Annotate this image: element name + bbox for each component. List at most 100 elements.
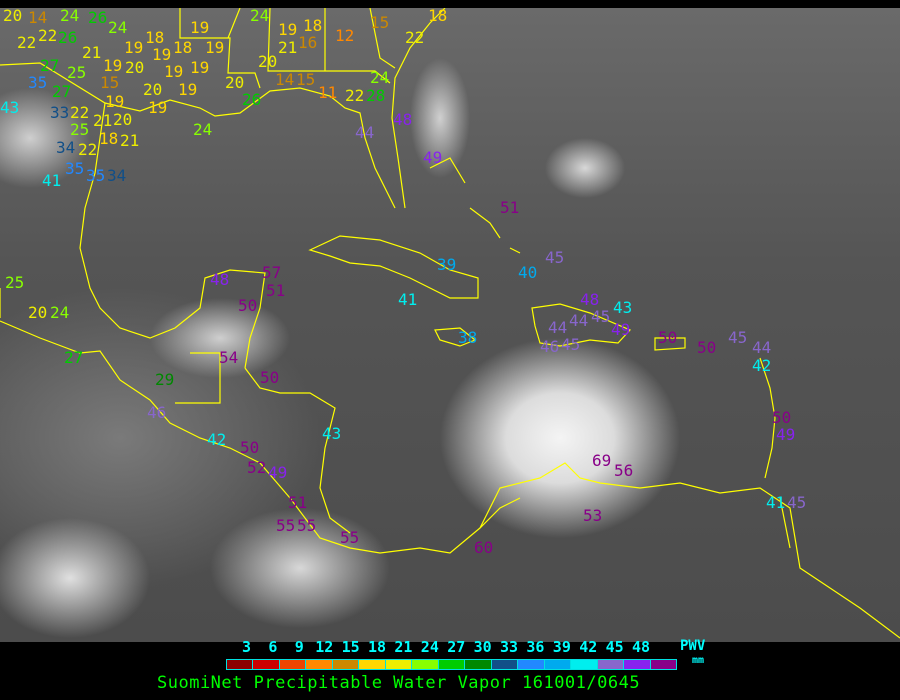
south-america-coast bbox=[479, 462, 900, 639]
legend-color-swatch bbox=[253, 660, 280, 669]
legend-tick: 48 bbox=[632, 638, 651, 656]
station-pwv-value: 35 bbox=[65, 159, 85, 178]
station-pwv-value: 19 bbox=[190, 18, 210, 37]
legend-tick: 30 bbox=[473, 638, 492, 656]
station-pwv-value: 14 bbox=[275, 70, 295, 89]
station-pwv-value: 52 bbox=[247, 458, 267, 477]
legend-tick: 45 bbox=[605, 638, 624, 656]
legend-tick: 27 bbox=[447, 638, 466, 656]
legend-tick: 33 bbox=[500, 638, 519, 656]
station-pwv-value: 25 bbox=[67, 63, 87, 82]
station-pwv-value: 24 bbox=[370, 68, 390, 87]
station-pwv-value: 19 bbox=[205, 38, 225, 57]
bahamas bbox=[429, 157, 521, 254]
station-pwv-value: 41 bbox=[42, 171, 62, 190]
legend-color-swatch bbox=[571, 660, 598, 669]
station-pwv-value: 26 bbox=[88, 8, 108, 27]
station-pwv-value: 44 bbox=[355, 123, 375, 142]
yucatan-border bbox=[175, 352, 221, 404]
station-pwv-value: 48 bbox=[580, 290, 600, 309]
station-pwv-value: 22 bbox=[345, 86, 365, 105]
hispaniola bbox=[531, 303, 632, 347]
station-pwv-value: 20 bbox=[113, 110, 133, 129]
legend-color-swatch bbox=[412, 660, 439, 669]
station-pwv-value: 44 bbox=[548, 318, 568, 337]
legend-color-swatch bbox=[465, 660, 492, 669]
station-pwv-value: 11 bbox=[318, 83, 338, 102]
legend-color-swatch bbox=[518, 660, 545, 669]
station-pwv-value: 45 bbox=[561, 335, 581, 354]
station-pwv-value: 20 bbox=[3, 8, 23, 25]
legend-tick: 18 bbox=[368, 638, 387, 656]
station-pwv-value: 35 bbox=[28, 73, 48, 92]
station-pwv-value: 50 bbox=[238, 296, 258, 315]
station-pwv-value: 18 bbox=[428, 8, 448, 25]
station-pwv-value: 43 bbox=[322, 424, 342, 443]
station-pwv-value: 48 bbox=[393, 110, 413, 129]
legend-unit-label: PWV bbox=[680, 638, 706, 654]
station-pwv-value: 39 bbox=[437, 255, 457, 274]
station-pwv-value: 20 bbox=[28, 303, 48, 322]
state-borders bbox=[179, 8, 396, 89]
station-pwv-value: 19 bbox=[152, 45, 172, 64]
station-pwv-value: 27 bbox=[64, 348, 84, 367]
station-pwv-value: 49 bbox=[776, 425, 796, 444]
station-pwv-value: 41 bbox=[766, 493, 786, 512]
legend-color-swatch bbox=[438, 660, 466, 669]
legend-unit: mm bbox=[692, 655, 705, 666]
station-pwv-value: 50 bbox=[260, 368, 280, 387]
station-pwv-value: 22 bbox=[70, 103, 90, 122]
station-pwv-value: 51 bbox=[288, 493, 308, 512]
station-pwv-value: 53 bbox=[583, 506, 603, 525]
station-pwv-value: 19 bbox=[278, 20, 298, 39]
station-pwv-value: 26 bbox=[242, 90, 262, 109]
station-pwv-value: 34 bbox=[107, 166, 127, 185]
station-pwv-value: 50 bbox=[772, 408, 792, 427]
station-pwv-value: 24 bbox=[50, 303, 70, 322]
station-pwv-value: 22 bbox=[38, 26, 58, 45]
station-pwv-value: 50 bbox=[697, 338, 717, 357]
station-pwv-value: 43 bbox=[0, 98, 20, 117]
puerto-rico bbox=[654, 337, 686, 351]
station-pwv-value: 20 bbox=[225, 73, 245, 92]
legend-tick: 6 bbox=[268, 638, 278, 656]
legend-color-swatch bbox=[227, 660, 254, 669]
station-pwv-value: 41 bbox=[398, 290, 418, 309]
station-pwv-value: 54 bbox=[219, 348, 239, 367]
station-pwv-value: 18 bbox=[173, 38, 193, 57]
station-pwv-value: 20 bbox=[143, 80, 163, 99]
station-pwv-value: 12 bbox=[335, 26, 355, 45]
station-pwv-value: 18 bbox=[145, 28, 165, 47]
pacific-coast bbox=[0, 288, 521, 554]
station-pwv-value: 50 bbox=[658, 328, 678, 347]
legend-tick-labels: 3 6 9 12 15 18 21 24 27 30 33 36 39 42 45 48 bbox=[0, 640, 900, 656]
station-pwv-value: 45 bbox=[545, 248, 565, 267]
legend-tick: 39 bbox=[552, 638, 571, 656]
satellite-ir-image: 20 14 22 22 26 24 26 24 21 27 25 35 27 15 19 20 19 18 19 19… bbox=[0, 8, 900, 642]
station-pwv-value: 25 bbox=[5, 273, 25, 292]
station-pwv-value: 35 bbox=[86, 166, 106, 185]
station-pwv-value: 16 bbox=[298, 33, 318, 52]
station-pwv-value: 18 bbox=[99, 129, 119, 148]
legend-color-swatch bbox=[624, 660, 651, 669]
station-pwv-value: 43 bbox=[613, 298, 633, 317]
station-pwv-value: 46 bbox=[540, 337, 560, 356]
legend-tick: 12 bbox=[315, 638, 334, 656]
station-pwv-value: 45 bbox=[728, 328, 748, 347]
legend-color-swatch bbox=[544, 660, 572, 669]
legend-tick: 42 bbox=[579, 638, 598, 656]
station-pwv-value: 69 bbox=[592, 451, 612, 470]
station-pwv-value: 22 bbox=[405, 28, 425, 47]
station-pwv-value: 14 bbox=[28, 8, 48, 27]
station-pwv-value: 21 bbox=[120, 131, 140, 150]
station-pwv-value: 29 bbox=[155, 370, 175, 389]
station-pwv-value: 18 bbox=[303, 16, 323, 35]
station-pwv-value: 49 bbox=[611, 320, 631, 339]
station-pwv-value: 27 bbox=[52, 82, 72, 101]
legend-tick: 3 bbox=[242, 638, 252, 656]
legend-color-swatch bbox=[385, 660, 413, 669]
station-pwv-value: 19 bbox=[178, 80, 198, 99]
station-pwv-value: 57 bbox=[262, 263, 282, 282]
station-pwv-value: 45 bbox=[591, 307, 611, 326]
legend-tick: 9 bbox=[294, 638, 304, 656]
